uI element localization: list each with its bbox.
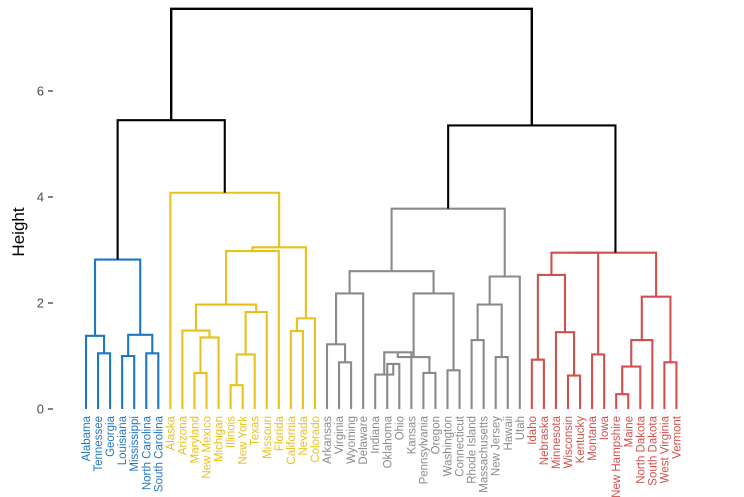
leaf-label: Colorado	[310, 416, 322, 463]
dendrogram-link	[194, 303, 258, 331]
dendrogram-link	[566, 374, 582, 409]
leaf-label: Washington	[443, 416, 455, 476]
dendrogram-link	[169, 7, 534, 126]
dendrogram-link	[334, 292, 365, 409]
leaf-label: Iowa	[599, 415, 611, 440]
leaf-label: California	[286, 415, 298, 464]
leaf-label: Alabama	[81, 415, 93, 461]
dendrogram-link	[338, 361, 353, 409]
leaf-label: Mississippi	[129, 416, 141, 472]
leaf-label: West Virginia	[659, 415, 671, 483]
dendrogram-link	[470, 339, 485, 409]
dendrogram-link	[621, 365, 642, 409]
dendrogram-link	[615, 393, 630, 409]
leaf-label: Idaho	[527, 416, 539, 445]
leaf-label: Illinois	[226, 416, 238, 448]
dendrogram-link	[289, 330, 304, 409]
dendrogram-link	[193, 371, 208, 409]
leaf-label: Rhode Island	[467, 416, 479, 484]
y-axis-title: Height	[9, 207, 28, 256]
leaf-label: New Jersey	[491, 416, 503, 476]
leaf-label: Arizona	[177, 415, 189, 455]
leaf-label: Pennsylvania	[418, 415, 430, 484]
leaf-label: Florida	[274, 415, 286, 451]
leaf-label: South Dakota	[647, 415, 659, 485]
leaf-label: Tennessee	[93, 416, 105, 472]
y-tick-label: 0	[37, 402, 44, 417]
leaf-label: Vermont	[671, 415, 683, 459]
dendrogram-link	[348, 270, 435, 294]
dendrogram-link	[84, 334, 106, 409]
leaf-label: North Carolina	[141, 415, 153, 490]
leaf-label: Georgia	[105, 415, 117, 457]
dendrogram-link	[494, 356, 509, 409]
dendrogram-link	[145, 352, 160, 409]
leaf-label: Oklahoma	[382, 415, 394, 468]
dendrogram-link	[97, 352, 112, 409]
dendrogram-link	[121, 354, 136, 409]
dendrogram-link	[244, 310, 268, 409]
dendrogram-link	[630, 339, 654, 409]
leaf-label: Michigan	[214, 416, 226, 462]
dendrogram-link	[390, 207, 506, 277]
y-tick-label: 2	[37, 296, 44, 311]
dendrogram-link	[383, 351, 413, 409]
leaf-label: New York	[238, 416, 250, 465]
leaf-label: Ohio	[394, 416, 406, 440]
leaf-label: Montana	[587, 415, 599, 460]
dendrogram-link	[591, 353, 606, 409]
dendrogram-link	[554, 331, 576, 409]
leaf-label: Hawaii	[503, 416, 515, 451]
y-tick-label: 4	[37, 190, 44, 205]
dendrogram-link	[536, 273, 567, 360]
leaf-label: Nevada	[298, 415, 310, 455]
dendrogram-links	[84, 7, 678, 409]
leaf-label: Virginia	[334, 415, 346, 454]
dendrogram-link	[181, 329, 211, 409]
leaf-label: Kentucky	[575, 416, 587, 464]
leaf-label: Missouri	[262, 416, 274, 459]
y-axis: 0 2 4 6	[37, 84, 53, 417]
dendrogram-link	[422, 371, 437, 409]
dendrogram-link	[476, 303, 503, 358]
dendrogram-link	[663, 361, 678, 409]
leaf-label: Kansas	[406, 416, 418, 455]
y-tick-label: 6	[37, 84, 44, 99]
leaf-label: Massachusetts	[479, 416, 491, 493]
dendrogram-link	[412, 292, 455, 371]
leaf-label: Minnesota	[551, 415, 563, 469]
dendrogram-link	[550, 251, 600, 355]
leaf-label: Texas	[250, 416, 262, 446]
leaf-label: Oregon	[430, 416, 442, 454]
leaf-label: Wisconsin	[563, 416, 575, 468]
dendrogram-link	[169, 191, 281, 409]
dendrogram-link	[235, 353, 256, 409]
leaf-labels: Alabama Tennessee Georgia Louisiana Mississi…	[81, 415, 683, 497]
dendrogram-link	[93, 258, 142, 336]
leaf-label: Alaska	[165, 415, 177, 450]
leaf-label: Nebraska	[539, 415, 551, 465]
dendrogram-link	[325, 343, 347, 409]
leaf-label: Utah	[515, 416, 527, 440]
leaf-label: North Dakota	[635, 415, 647, 483]
dendrogram-link	[530, 358, 545, 409]
leaf-label: New Mexico	[202, 416, 214, 479]
leaf-label: Maine	[623, 416, 635, 447]
dendrogram-link	[447, 124, 617, 253]
dendrogram-link	[446, 369, 461, 409]
dendrogram-link	[640, 295, 672, 341]
leaf-label: Louisiana	[117, 415, 129, 465]
leaf-label: Wyoming	[346, 416, 358, 464]
dendrogram-link	[229, 384, 244, 409]
dendrogram-link	[574, 251, 658, 297]
dendrogram-link	[488, 275, 521, 409]
leaf-label: Maryland	[189, 416, 201, 463]
leaf-label: Connecticut	[455, 415, 467, 477]
leaf-label: Arkansas	[322, 416, 334, 464]
leaf-label: Delaware	[358, 416, 370, 465]
leaf-label: South Carolina	[153, 415, 165, 492]
leaf-label: Indiana	[370, 415, 382, 453]
leaf-label: New Hampshire	[611, 416, 623, 497]
